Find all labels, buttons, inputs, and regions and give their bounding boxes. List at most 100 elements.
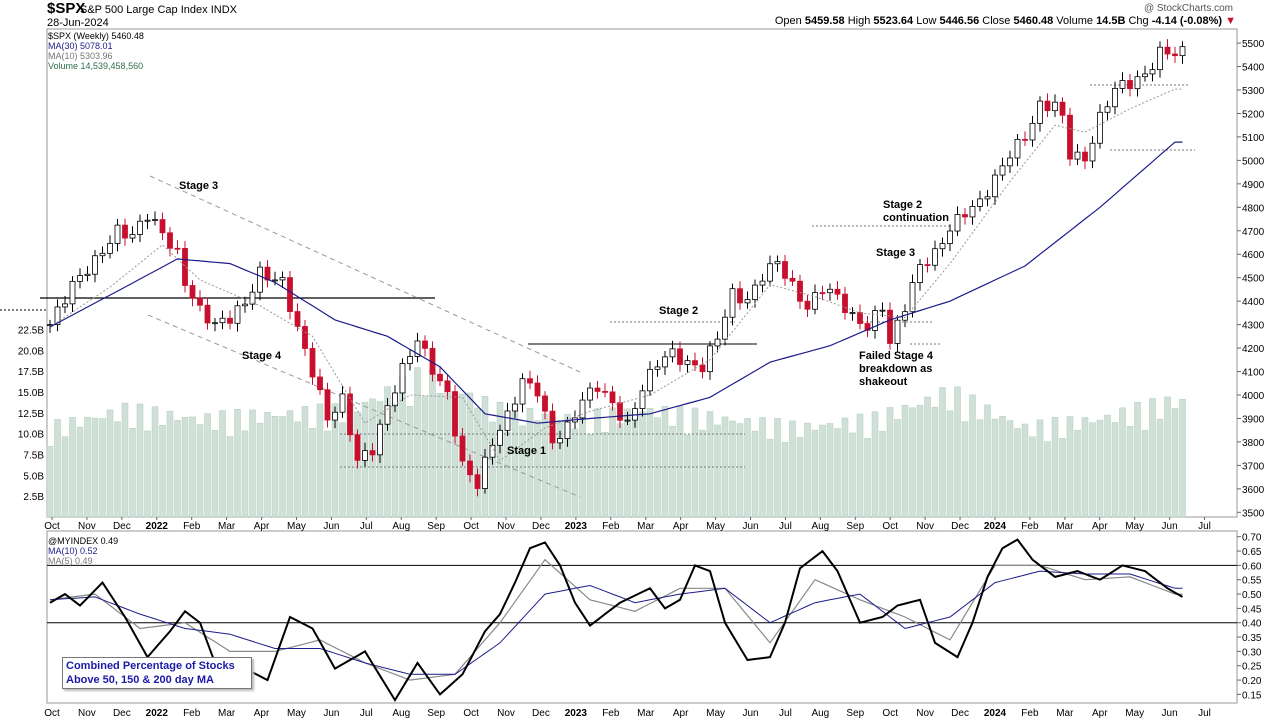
volume-bar bbox=[61, 436, 69, 518]
volume-bar bbox=[121, 402, 129, 518]
legend-ma30: MA(30) 5078.01 bbox=[48, 41, 113, 51]
candle-body bbox=[137, 220, 143, 235]
candle-body bbox=[932, 248, 938, 266]
candle-body bbox=[804, 300, 811, 310]
x-tick-label: Dec bbox=[951, 521, 969, 532]
candle-body bbox=[369, 450, 376, 456]
volume-bar bbox=[699, 429, 706, 518]
candle-body bbox=[534, 382, 541, 397]
x-tick-label: Jun bbox=[742, 521, 758, 532]
volume-label: Volume bbox=[1056, 15, 1093, 27]
indicator-tick-label: 0.15 bbox=[1242, 690, 1262, 701]
x-tick-label-lower: Jul bbox=[1198, 708, 1211, 719]
volume-bar bbox=[174, 420, 181, 518]
volume-bar bbox=[99, 418, 106, 518]
volume-bar bbox=[736, 423, 744, 518]
candle-body bbox=[504, 410, 511, 431]
x-tick-label-lower: Feb bbox=[183, 708, 201, 719]
price-tick-label: 5500 bbox=[1242, 39, 1265, 50]
volume-bar bbox=[519, 425, 526, 518]
volume-bar bbox=[1096, 419, 1104, 518]
legend-lower-ma5: MA(5) 0.49 bbox=[48, 556, 93, 566]
volume-bar bbox=[1074, 429, 1081, 518]
x-tick-label-lower: Mar bbox=[637, 708, 655, 719]
price-tick-label: 4500 bbox=[1242, 274, 1265, 285]
candle-body bbox=[1172, 53, 1178, 57]
candle-body bbox=[212, 322, 218, 325]
volume-bar bbox=[1171, 408, 1179, 518]
volume-bar bbox=[834, 428, 841, 518]
volume-bar bbox=[954, 386, 961, 518]
candle-body bbox=[332, 411, 338, 421]
candle-body bbox=[114, 224, 121, 244]
candle-body bbox=[249, 291, 256, 305]
ma10-line bbox=[49, 88, 1183, 462]
candle-body bbox=[954, 214, 961, 232]
volume-bar bbox=[234, 409, 241, 518]
x-tick-label-lower: Dec bbox=[532, 708, 550, 719]
candle-body bbox=[152, 219, 158, 221]
candle-body bbox=[1104, 106, 1111, 113]
price-tick-label: 4300 bbox=[1242, 321, 1265, 332]
x-tick-label-lower: Nov bbox=[497, 708, 515, 719]
candle-body bbox=[1142, 73, 1148, 78]
candle-body bbox=[1119, 80, 1126, 89]
volume-bar bbox=[894, 419, 901, 518]
candle-body bbox=[849, 312, 856, 314]
annotation-stage1: Stage 1 bbox=[507, 445, 547, 457]
x-tick-label: Jun bbox=[323, 521, 339, 532]
candle-body bbox=[384, 405, 391, 425]
x-tick-label: Aug bbox=[392, 521, 410, 532]
price-tick-label: 4600 bbox=[1242, 250, 1265, 261]
x-tick-label-lower: Jun bbox=[742, 708, 758, 719]
x-tick-label: Jul bbox=[779, 521, 792, 532]
candle-body bbox=[1067, 114, 1073, 160]
high-label: High bbox=[847, 15, 871, 27]
candle-body bbox=[437, 373, 443, 382]
volume-bar bbox=[279, 416, 286, 518]
volume-bar bbox=[871, 411, 879, 518]
candle-body bbox=[1059, 101, 1066, 116]
candle-body bbox=[1164, 46, 1171, 55]
chart-date: 28-Jun-2024 bbox=[47, 17, 109, 29]
candle-body bbox=[969, 205, 976, 218]
volume-tick-label: 15.0B bbox=[18, 388, 44, 399]
volume-bar bbox=[571, 428, 579, 518]
volume-bar bbox=[1111, 422, 1119, 518]
x-tick-label-lower: Mar bbox=[218, 708, 236, 719]
candle-body bbox=[924, 264, 931, 266]
volume-bar bbox=[241, 430, 249, 518]
candle-body bbox=[107, 243, 113, 254]
index-name: S&P 500 Large Cap Index bbox=[80, 4, 208, 16]
volume-bar bbox=[91, 417, 99, 518]
indicator-tick-label: 0.65 bbox=[1242, 547, 1262, 558]
candle-body bbox=[467, 460, 473, 476]
volume-bar bbox=[1066, 416, 1074, 518]
candle-body bbox=[662, 356, 668, 368]
volume-bar bbox=[1141, 429, 1149, 518]
candle-body bbox=[317, 376, 323, 391]
x-tick-label-lower: May bbox=[1125, 708, 1144, 719]
volume-bar bbox=[856, 413, 864, 518]
volume-tick-label: 12.5B bbox=[18, 409, 44, 420]
indicator-tick-label: 0.50 bbox=[1242, 590, 1262, 601]
open-value: 5459.58 bbox=[804, 15, 845, 27]
x-tick-label-lower: Oct bbox=[44, 708, 60, 719]
candle-body bbox=[219, 317, 226, 324]
candle-body bbox=[722, 316, 728, 340]
candle-body bbox=[339, 393, 346, 413]
candle-body bbox=[827, 288, 833, 294]
volume-bar bbox=[796, 437, 804, 518]
volume-bar bbox=[496, 401, 504, 518]
indicator-tick-label: 0.55 bbox=[1242, 576, 1262, 587]
volume-bar bbox=[1014, 428, 1021, 518]
candle-body bbox=[977, 198, 983, 207]
price-tick-label: 3500 bbox=[1242, 508, 1265, 519]
x-tick-label: Dec bbox=[113, 521, 131, 532]
indicator-tick-label: 0.25 bbox=[1242, 662, 1262, 673]
volume-bar bbox=[631, 415, 639, 518]
candle-body bbox=[392, 392, 398, 407]
volume-bar bbox=[564, 413, 571, 518]
downtrend-line bbox=[149, 175, 581, 373]
